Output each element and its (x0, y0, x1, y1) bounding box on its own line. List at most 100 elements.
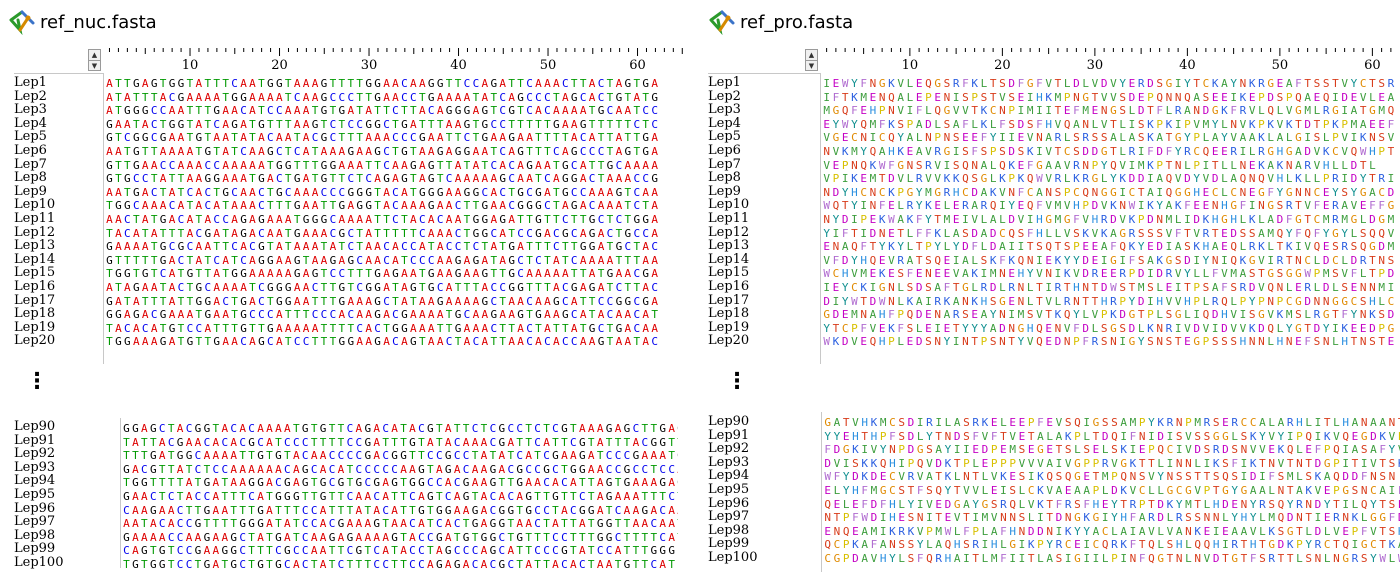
spin-up-arrow-icon[interactable]: ▲ (89, 50, 100, 61)
sequence-name[interactable]: Lep91 (14, 432, 56, 448)
sequence-name[interactable]: Lep94 (708, 468, 750, 484)
scroll-spinner[interactable]: ▲ ▼ (805, 49, 818, 71)
sequence-name[interactable]: Lep95 (14, 486, 56, 502)
sequence-name[interactable]: Lep7 (14, 156, 47, 172)
sequence-name[interactable]: Lep90 (14, 419, 56, 434)
sequence-name[interactable]: Lep98 (708, 522, 750, 538)
sequence-name[interactable]: Lep18 (14, 306, 56, 322)
sequence-name[interactable]: Lep100 (708, 549, 758, 565)
sequence-name[interactable]: Lep20 (708, 333, 750, 349)
sequence-name[interactable]: Lep16 (14, 278, 56, 294)
sequence-name[interactable]: Lep12 (14, 224, 56, 240)
sequence-name[interactable]: Lep7 (708, 156, 741, 172)
sequence-name[interactable]: Lep93 (14, 459, 56, 475)
sequence-name[interactable]: Lep92 (14, 446, 56, 462)
sequence-name[interactable]: Lep5 (14, 129, 47, 145)
sequence-name[interactable]: Lep96 (14, 500, 56, 516)
sequence-name[interactable]: Lep5 (708, 129, 741, 145)
sequence-name[interactable]: Lep19 (708, 319, 750, 335)
sequence-name[interactable]: Lep12 (708, 224, 750, 240)
sequence-name[interactable]: Lep1 (708, 75, 741, 90)
sequence-name[interactable]: Lep13 (14, 238, 56, 254)
sequence-name[interactable]: Lep18 (708, 306, 750, 322)
sequence-name[interactable]: Lep6 (14, 142, 47, 158)
sequence-name[interactable]: Lep4 (14, 115, 47, 131)
sequence-name[interactable]: Lep11 (14, 210, 56, 226)
sequence-name[interactable]: Lep8 (708, 170, 741, 186)
sequence-name[interactable]: Lep11 (708, 210, 750, 226)
sequence-name[interactable]: Lep15 (708, 265, 750, 281)
sequence-name[interactable]: Lep16 (708, 278, 750, 294)
sequence-name[interactable]: Lep96 (708, 495, 750, 511)
sequence-name[interactable]: Lep95 (708, 481, 750, 497)
sequence-name[interactable]: Lep15 (14, 265, 56, 281)
sequence-name[interactable]: Lep92 (708, 441, 750, 457)
sequence-name[interactable]: Lep17 (708, 292, 750, 308)
sequence-name[interactable]: Lep94 (14, 473, 56, 489)
spin-down-arrow-icon[interactable]: ▼ (91, 62, 98, 70)
sequence-name[interactable]: Lep1 (14, 75, 47, 90)
spin-up-arrow-icon[interactable]: ▲ (806, 50, 817, 61)
sequence-name[interactable]: Lep3 (708, 102, 741, 118)
sequence-name[interactable]: Lep93 (708, 454, 750, 470)
spin-down-arrow-icon[interactable]: ▼ (808, 62, 815, 70)
sequence-name[interactable]: Lep17 (14, 292, 56, 308)
sequence-name[interactable]: Lep8 (14, 170, 47, 186)
sequence-name[interactable]: Lep91 (708, 427, 750, 443)
sequence-name[interactable]: Lep9 (708, 183, 741, 199)
sequence-name[interactable]: Lep9 (14, 183, 47, 199)
sequence-name[interactable]: Lep19 (14, 319, 56, 335)
sequence-name[interactable]: Lep2 (708, 88, 741, 104)
sequence-name[interactable]: Lep97 (14, 514, 56, 530)
sequence-name[interactable]: Lep98 (14, 527, 56, 543)
sequence-name[interactable]: Lep100 (14, 554, 64, 570)
sequence-name[interactable]: Lep14 (708, 251, 750, 267)
